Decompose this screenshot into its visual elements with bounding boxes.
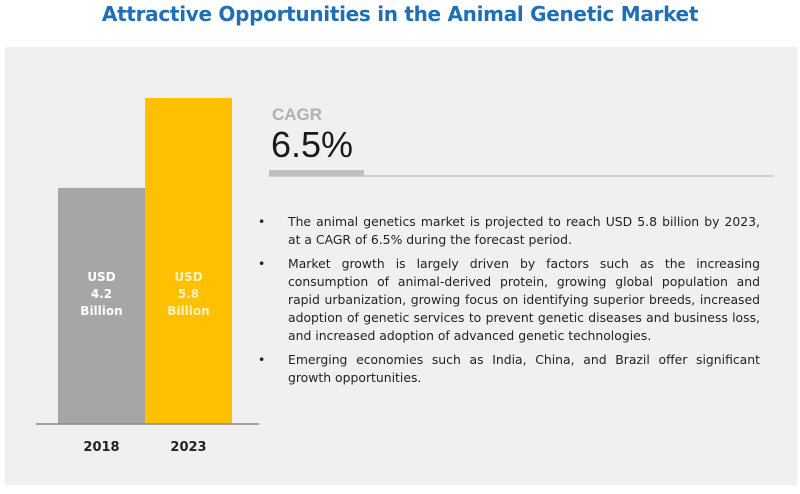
bar-data-label: 5.8 xyxy=(178,287,199,301)
x-tick-label: 2023 xyxy=(170,440,206,455)
bullet-list: • The animal genetics market is projected… xyxy=(258,213,760,393)
bar-data-label: USD xyxy=(174,270,202,284)
bar-2023 xyxy=(145,98,232,424)
bullet-item: • The animal genetics market is projected… xyxy=(258,214,760,247)
bar-data-label: Billion xyxy=(80,304,122,318)
bullet-icon: • xyxy=(258,352,266,367)
bullet-item: • Market growth is largely driven by fact… xyxy=(258,256,760,343)
bar-2018 xyxy=(58,187,145,424)
divider-accent xyxy=(269,170,364,176)
bullet-item: • Emerging economies such as India, China… xyxy=(258,352,760,385)
bullet-icon: • xyxy=(258,214,266,229)
cagr-value: 6.5% xyxy=(271,124,354,165)
bar-data-label: Billion xyxy=(167,304,209,318)
x-tick-label: 2018 xyxy=(83,440,119,455)
page-title: Attractive Opportunities in the Animal G… xyxy=(101,2,699,26)
bullet-icon: • xyxy=(258,256,266,271)
divider xyxy=(269,175,773,177)
bar-data-label: USD xyxy=(87,270,115,284)
bar-data-label: 4.2 xyxy=(91,287,112,301)
cagr-label: CAGR xyxy=(272,105,323,124)
